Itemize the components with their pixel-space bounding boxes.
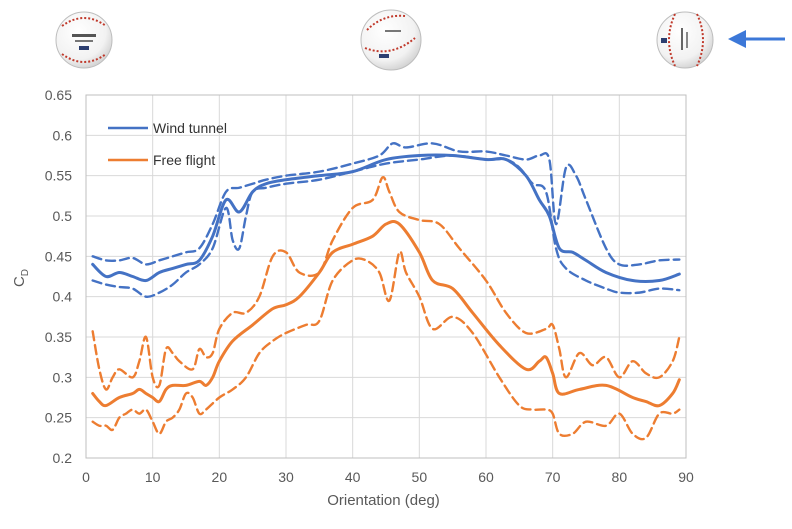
y-tick-label: 0.6 [53,127,73,143]
legend: Wind tunnel Free flight [108,120,227,168]
x-tick-labels: 0 10 20 30 40 50 60 70 80 90 [82,469,694,485]
baseball-icon [360,9,422,71]
x-tick-label: 70 [545,469,561,485]
y-axis-title: CD [11,269,31,287]
svg-text:CD: CD [11,269,31,287]
y-tick-labels: 0.2 0.25 0.3 0.35 0.4 0.45 0.5 0.55 0.6 0.65 [45,87,72,466]
series-layer [91,141,681,441]
series-line-free-flight-upper [91,176,681,391]
baseball-icon [55,11,113,69]
x-tick-label: 90 [678,469,694,485]
y-tick-label: 0.5 [53,208,73,224]
y-axis-title-sub: D [20,269,31,276]
x-tick-label: 80 [612,469,628,485]
series-line-free-flight [91,219,681,408]
x-tick-label: 40 [345,469,361,485]
x-tick-label: 60 [478,469,494,485]
x-tick-label: 30 [278,469,294,485]
y-tick-label: 0.4 [53,289,73,305]
x-tick-label: 0 [82,469,90,485]
x-axis-title: Orientation (deg) [327,492,440,509]
y-tick-label: 0.2 [53,450,73,466]
series-line-free-flight-lower [91,250,681,441]
plot-frame [85,94,687,459]
series-line-wind-tunnel-upper [91,141,681,267]
x-tick-label: 50 [412,469,428,485]
arrow-left-icon [728,30,785,48]
series-line-wind-tunnel [91,153,681,283]
y-tick-label: 0.3 [53,369,73,385]
y-tick-label: 0.65 [45,87,72,103]
x-tick-label: 10 [145,469,161,485]
y-tick-label: 0.55 [45,168,72,184]
legend-label-wind-tunnel: Wind tunnel [153,120,227,136]
baseball-icon [656,11,714,69]
y-axis-title-main: C [11,276,28,287]
series-line-wind-tunnel-lower [91,154,681,298]
y-tick-label: 0.25 [45,410,72,426]
y-tick-label: 0.35 [45,329,72,345]
y-tick-label: 0.45 [45,248,72,264]
legend-label-free-flight: Free flight [153,152,215,168]
x-tick-label: 20 [212,469,228,485]
